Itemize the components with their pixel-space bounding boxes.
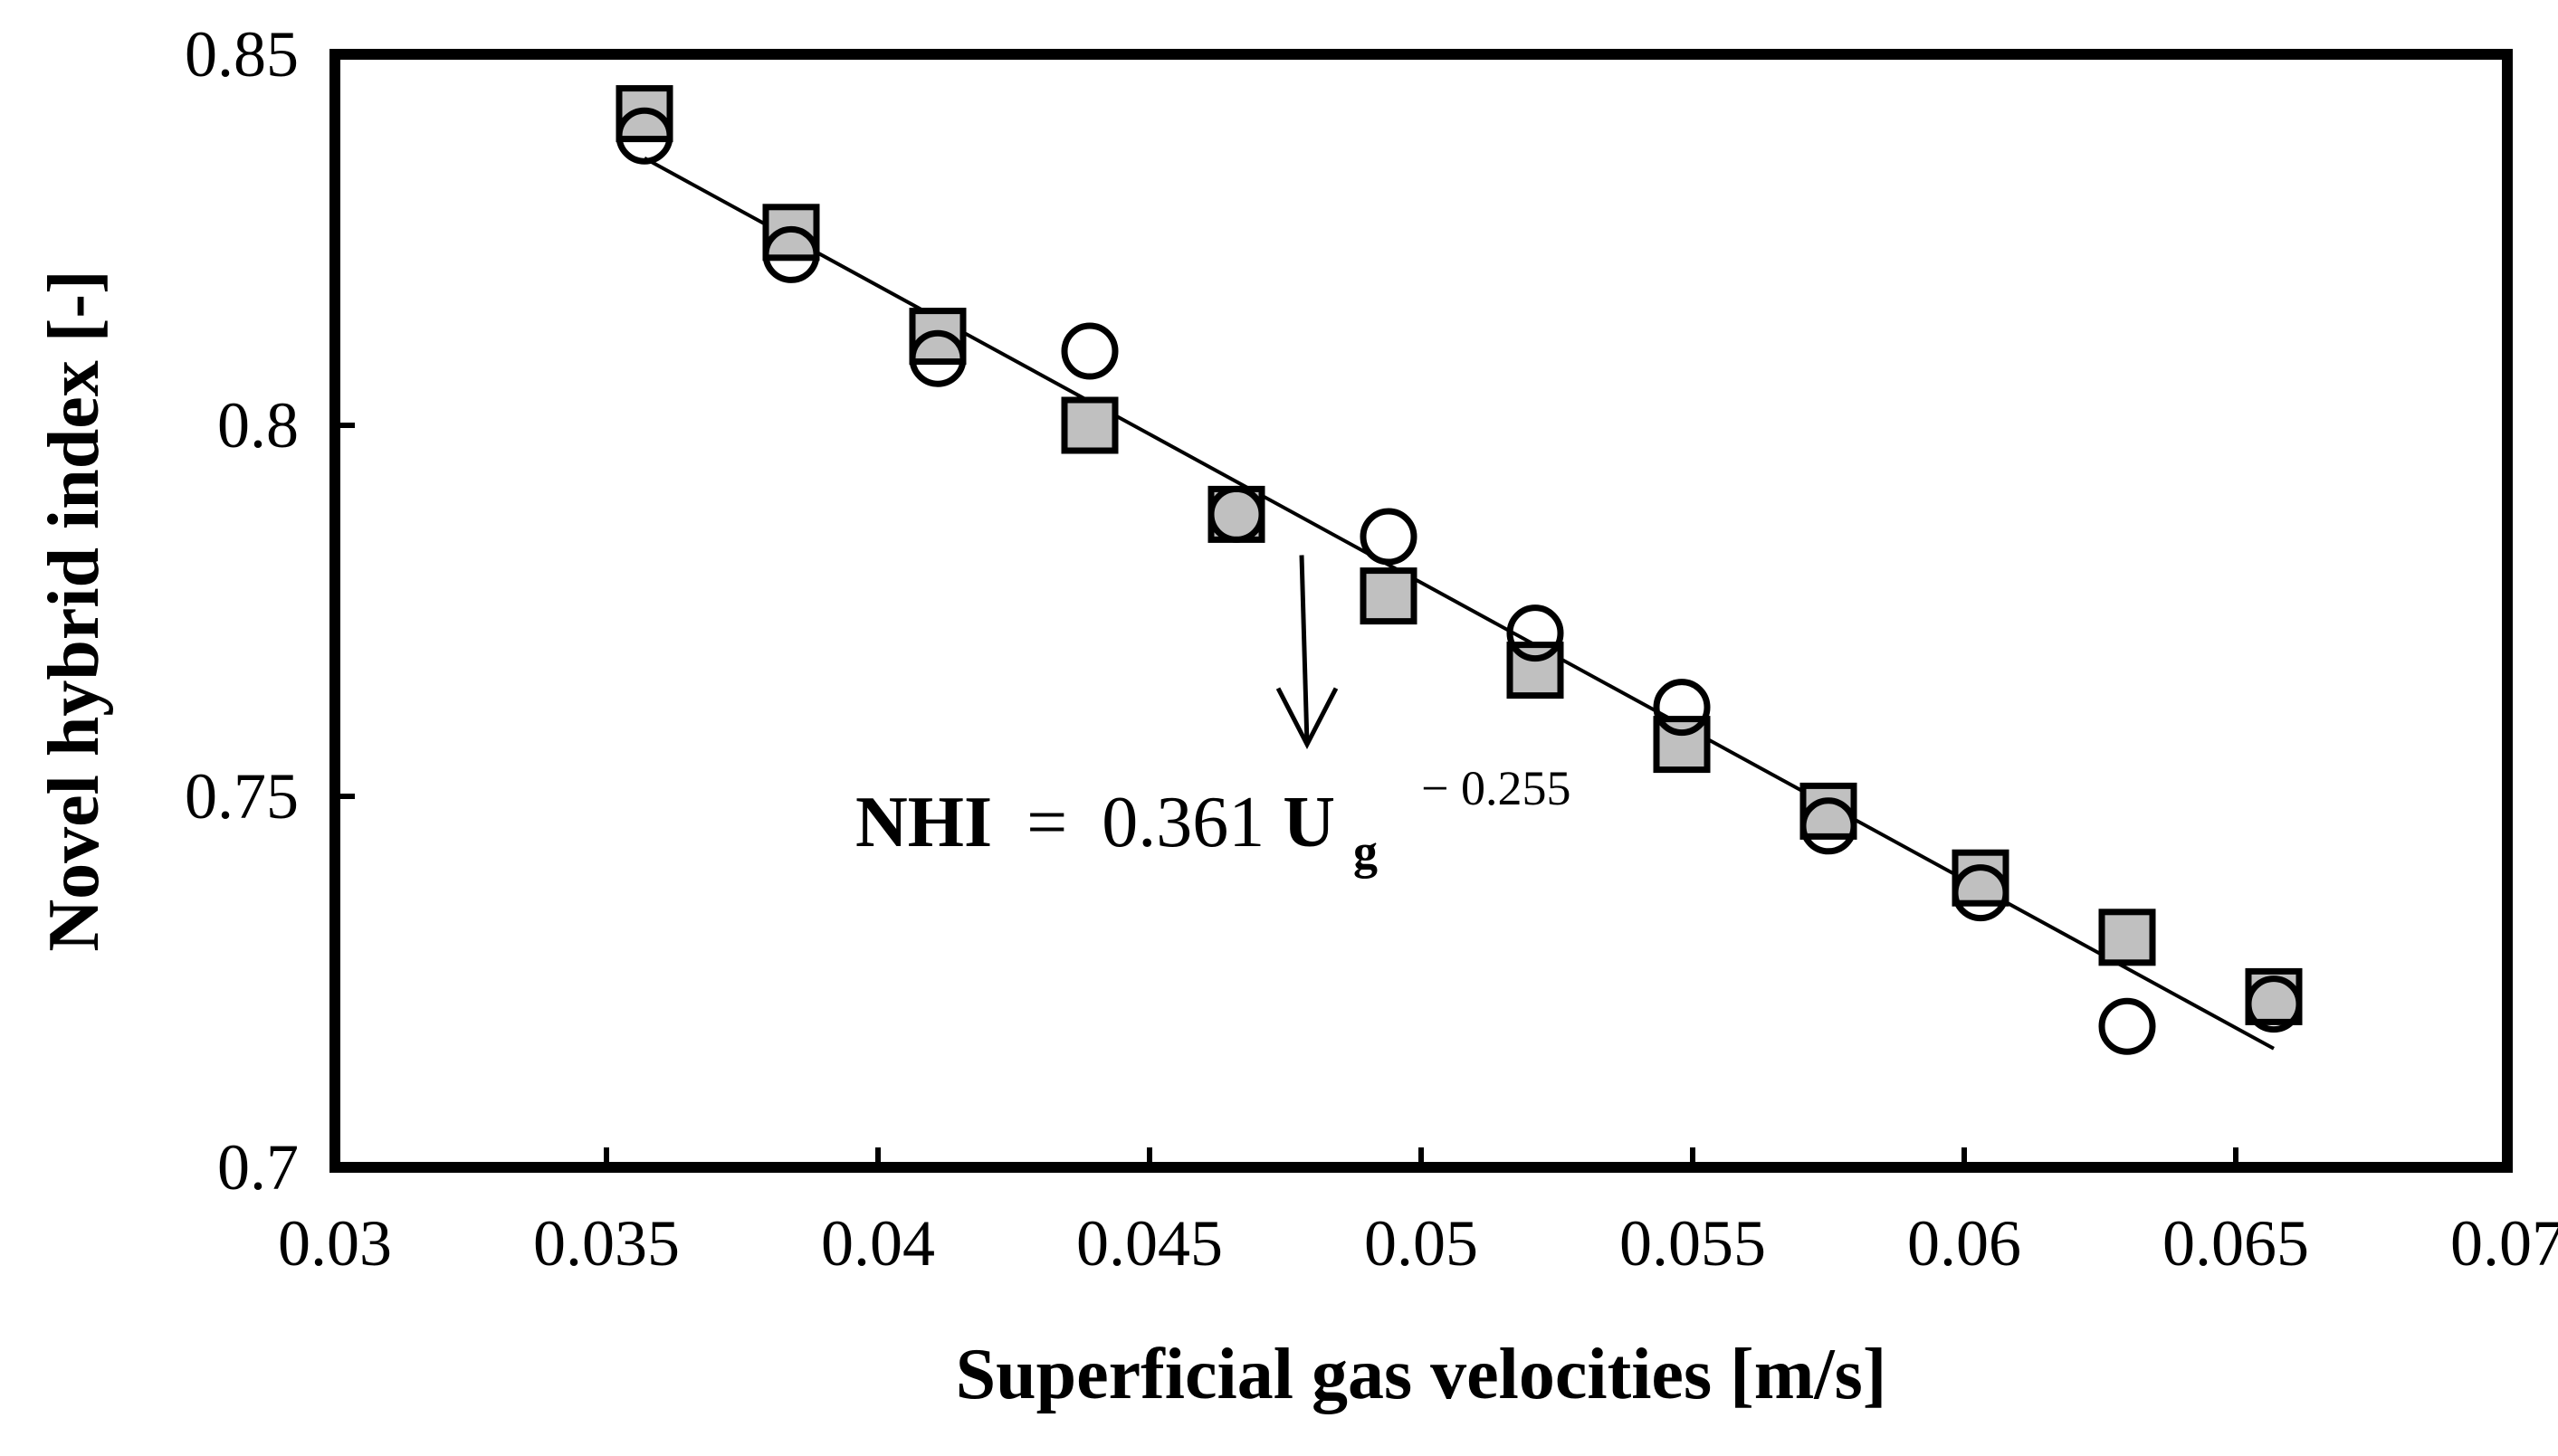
x-tick-label: 0.065 [2162, 1207, 2309, 1280]
x-tick-label: 0.07 [2450, 1207, 2558, 1280]
circle-point [1799, 797, 1857, 855]
fit-equation-annotation: NHI = 0.361 U g − 0.255 [855, 555, 1571, 884]
eq-subscript: g [1353, 824, 1378, 879]
eq-coefficient: 0.361 [1102, 783, 1265, 862]
square-point [1061, 396, 1119, 454]
square-point [2098, 909, 2156, 966]
x-tick-label: 0.055 [1619, 1207, 1766, 1280]
circle-point [909, 329, 967, 387]
circle-point [1061, 322, 1119, 380]
x-tick-label: 0.03 [278, 1207, 392, 1280]
circle-point [1952, 864, 2009, 922]
circle-point [1653, 679, 1711, 737]
circle-point [2245, 975, 2303, 1033]
plot-frame [329, 49, 2513, 1173]
y-tick-label: 0.75 [185, 760, 299, 833]
eq-exponent: − 0.255 [1421, 761, 1570, 815]
y-axis: 0.7 0.75 0.8 0.85 [185, 18, 355, 1204]
y-tick-label: 0.8 [217, 389, 299, 462]
circle-point [616, 107, 673, 165]
eq-nhi: NHI [855, 783, 992, 862]
x-tick-label: 0.06 [1907, 1207, 2021, 1280]
eq-variable: U [1283, 783, 1335, 862]
x-axis: 0.03 0.035 0.04 0.045 0.05 0.055 0.06 0.065 0.07 [278, 1147, 2558, 1280]
annotation-arrow-head [1275, 687, 1339, 750]
circle-point [1506, 604, 1564, 662]
circle-point [1360, 508, 1417, 566]
square-point [1360, 567, 1417, 625]
x-axis-title: Superficial gas velocities [m/s] [956, 1335, 1887, 1414]
x-tick-label: 0.035 [533, 1207, 680, 1280]
plot-area [329, 49, 2513, 1173]
x-tick-label: 0.04 [821, 1207, 935, 1280]
circle-point [762, 225, 820, 283]
eq-equals: = [1026, 783, 1067, 862]
y-tick-label: 0.7 [217, 1131, 299, 1204]
fit-equation: NHI = 0.361 U g − 0.255 [855, 761, 1571, 884]
y-tick-label: 0.85 [185, 18, 299, 90]
y-axis-title: Novel hybrid index [-] [34, 270, 114, 951]
circle-point [2098, 997, 2156, 1055]
x-tick-label: 0.05 [1364, 1207, 1478, 1280]
annotation-arrow-line [1299, 555, 1310, 745]
circle-point [1207, 485, 1265, 543]
x-tick-label: 0.045 [1076, 1207, 1223, 1280]
